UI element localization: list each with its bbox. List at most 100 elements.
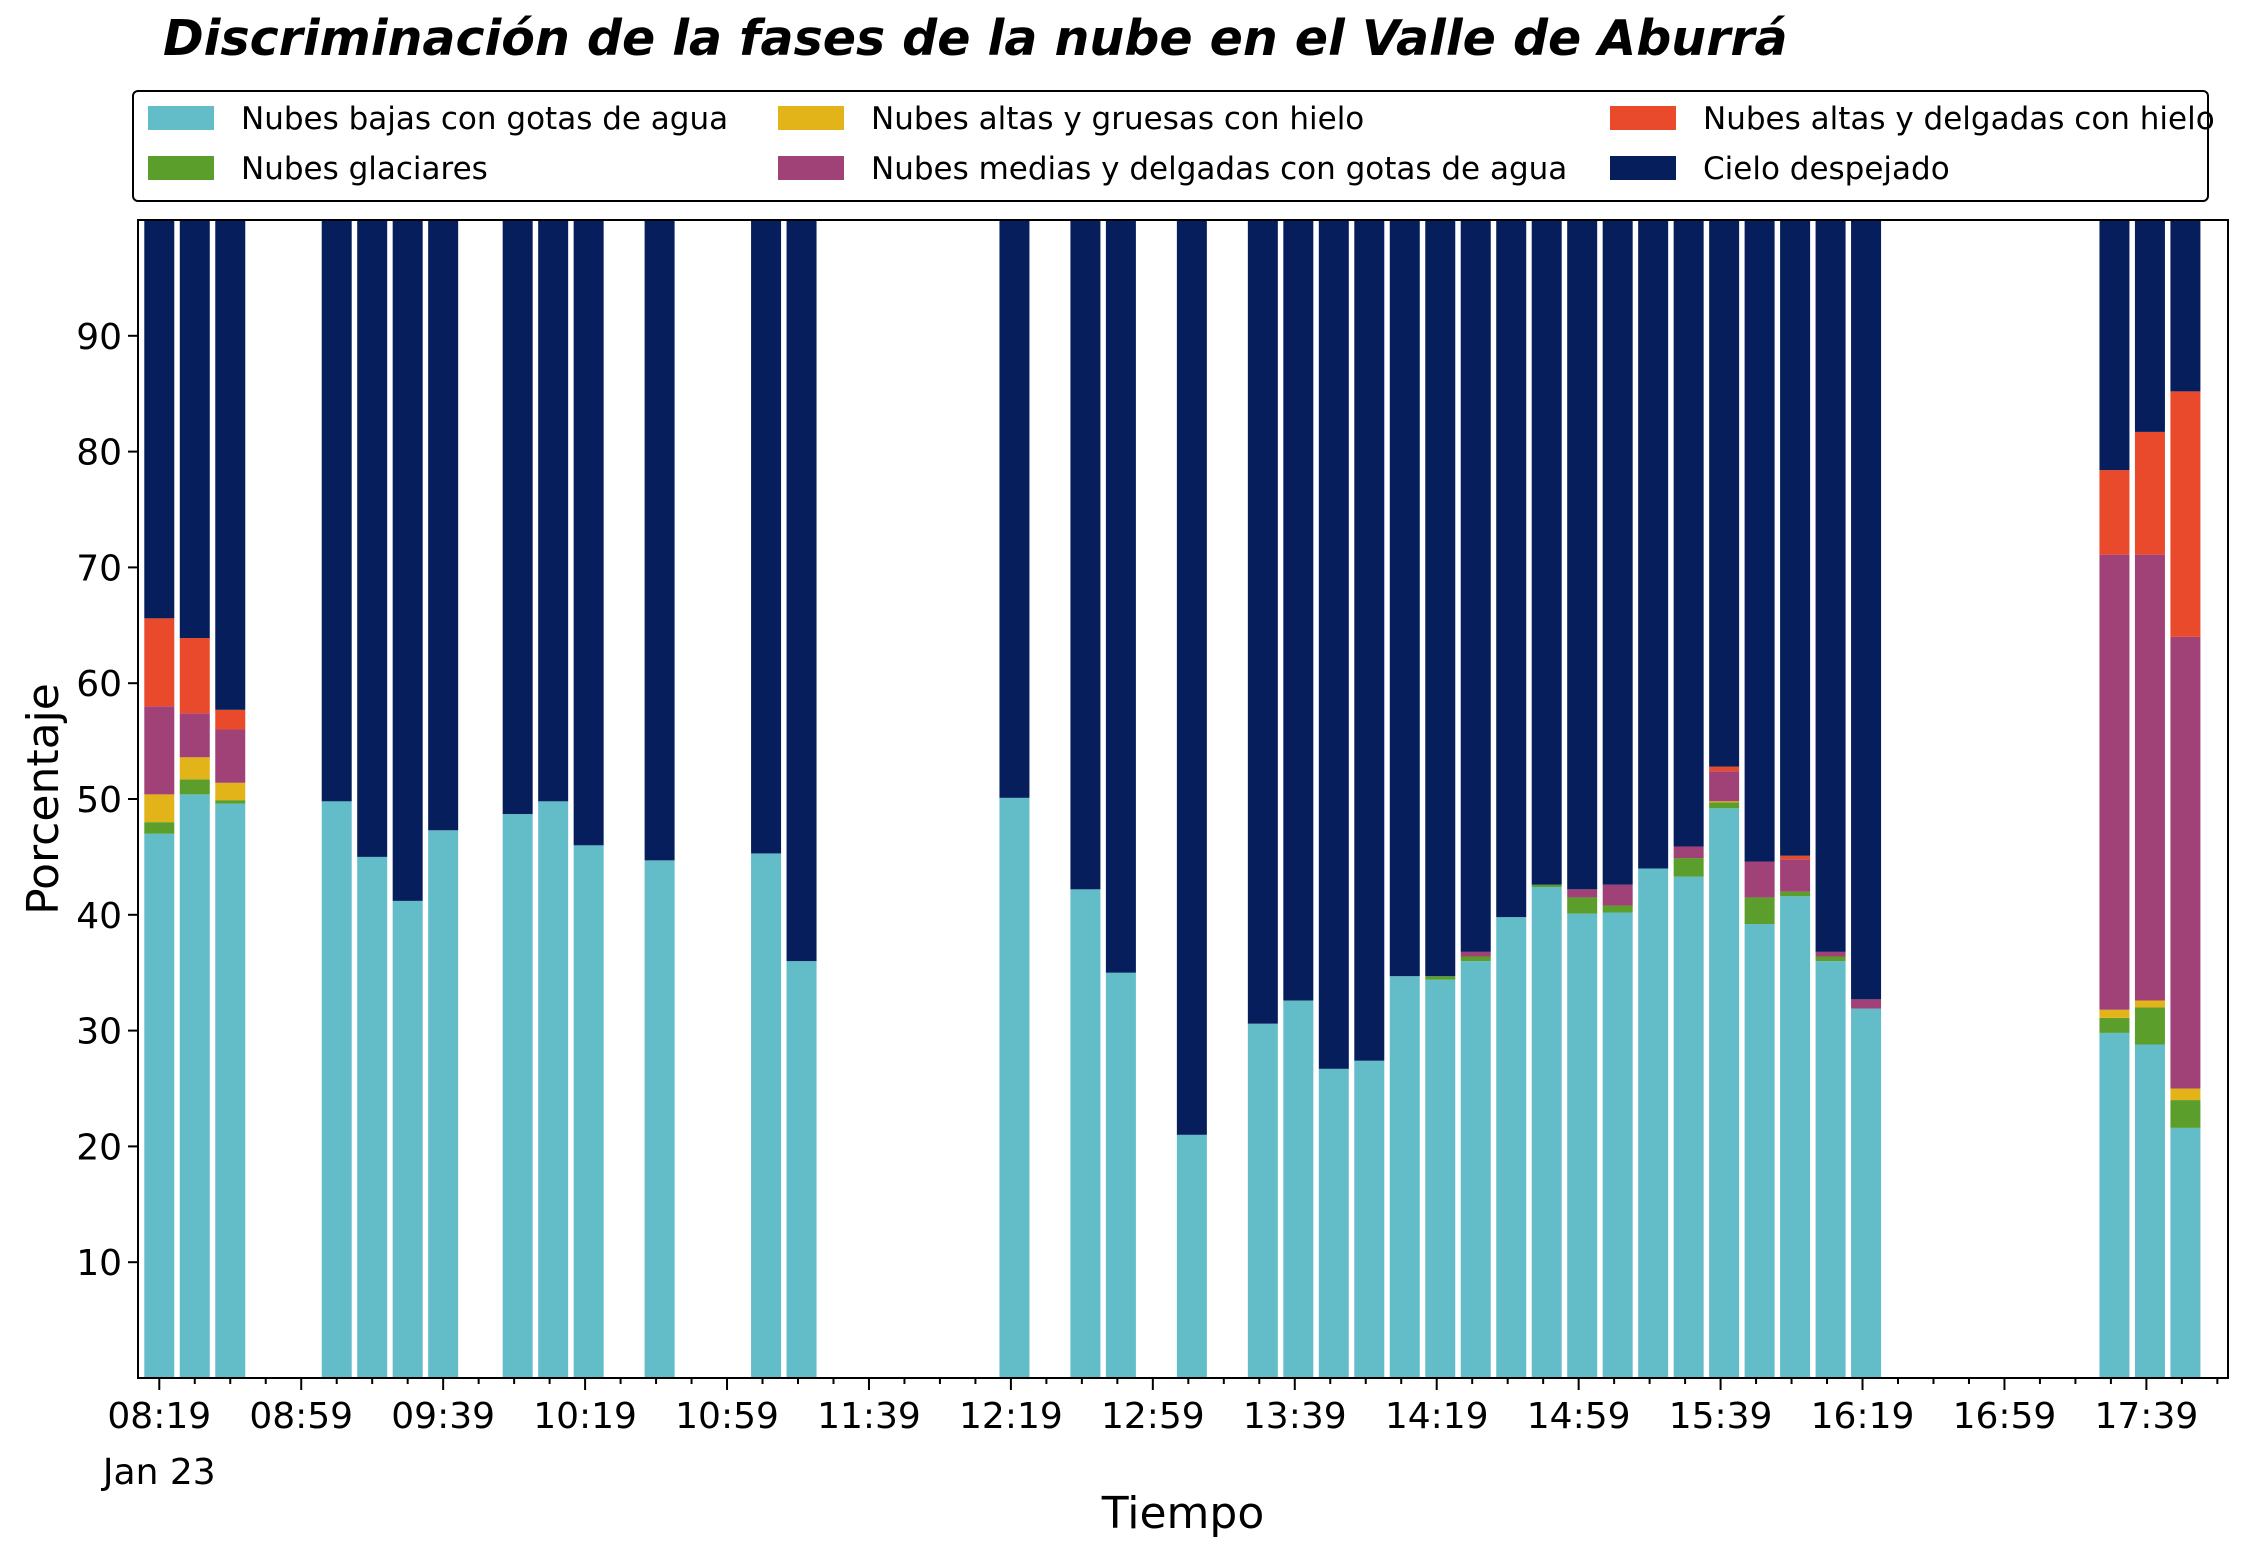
x-tick-label-10: 14:59	[1527, 1396, 1631, 1437]
bar-segment-19-5	[1318, 220, 1349, 1069]
x-tick-label-6: 12:19	[959, 1396, 1063, 1437]
bar-segment-0-3	[144, 706, 175, 795]
legend-swatch-5	[1610, 156, 1676, 180]
bar-segment-22-0	[1425, 979, 1456, 1378]
bar-segment-37-1	[2170, 1100, 2201, 1128]
bar-segment-31-3	[1744, 861, 1775, 898]
y-tick-label-60: 60	[76, 664, 122, 705]
x-tick-label-0: 08:19	[107, 1396, 211, 1437]
bar-segment-1-3	[179, 713, 210, 758]
bar-segment-32-5	[1780, 220, 1811, 856]
bar-segment-26-3	[1567, 889, 1598, 898]
bar-segment-25-1	[1531, 884, 1562, 888]
bar-segment-0-0	[144, 833, 175, 1378]
bar-segment-18-5	[1283, 220, 1314, 1001]
bar-segment-2-1	[215, 800, 246, 804]
bar-segment-30-2	[1709, 801, 1740, 803]
x-tick-label-14: 17:39	[2095, 1396, 2199, 1437]
x-axis-label: Tiempo	[1101, 1488, 1265, 1539]
bar-segment-28-0	[1638, 868, 1669, 1378]
bar-segment-33-0	[1815, 961, 1846, 1378]
bar-segment-12-0	[786, 961, 817, 1378]
x-tick-label-13: 16:59	[1953, 1396, 2057, 1437]
bar-segment-32-1	[1780, 891, 1811, 897]
x-tick-label-5: 11:39	[817, 1396, 921, 1437]
x-tick-label-11: 15:39	[1669, 1396, 1773, 1437]
bar-segment-1-0	[179, 794, 210, 1378]
bar-segment-20-0	[1354, 1060, 1385, 1378]
bar-segment-27-3	[1602, 884, 1633, 906]
y-tick-label-50: 50	[76, 780, 122, 821]
x-tick-label-1: 08:59	[249, 1396, 353, 1437]
bar-segment-0-4	[144, 618, 175, 707]
bar-segment-33-3	[1815, 951, 1846, 957]
bar-segment-4-0	[357, 856, 388, 1378]
bar-segment-23-5	[1460, 220, 1491, 952]
bar-segment-37-4	[2170, 391, 2201, 637]
bar-segment-1-2	[179, 757, 210, 780]
bars	[144, 220, 2201, 1378]
bar-segment-24-5	[1496, 220, 1527, 918]
bar-segment-6-0	[428, 830, 459, 1378]
bar-segment-22-5	[1425, 220, 1456, 977]
bar-segment-26-5	[1567, 220, 1598, 890]
bar-segment-1-1	[179, 779, 210, 795]
bar-segment-21-0	[1389, 976, 1420, 1378]
bar-segment-12-5	[786, 220, 817, 962]
bar-segment-19-0	[1318, 1068, 1349, 1378]
bar-segment-36-5	[2134, 220, 2165, 432]
bar-segment-24-0	[1496, 917, 1527, 1378]
bar-segment-16-0	[1176, 1134, 1207, 1378]
bar-segment-17-5	[1247, 220, 1278, 1024]
bar-segment-36-1	[2134, 1007, 2165, 1045]
y-tick-label-70: 70	[76, 548, 122, 589]
bar-segment-15-0	[1105, 972, 1136, 1378]
bar-segment-34-0	[1851, 1008, 1882, 1378]
bar-segment-23-3	[1460, 951, 1491, 957]
bar-segment-5-0	[392, 900, 423, 1378]
bar-segment-21-5	[1389, 220, 1420, 977]
y-axis-label: Porcentaje	[18, 683, 69, 915]
bar-segment-9-0	[573, 845, 604, 1378]
bar-segment-11-5	[751, 220, 782, 854]
bar-segment-35-5	[2099, 220, 2130, 471]
bar-segment-8-0	[538, 801, 569, 1378]
legend-label-3: Nubes medias y delgadas con gotas de agu…	[871, 151, 1567, 187]
bar-segment-1-4	[179, 638, 210, 714]
bar-segment-35-2	[2099, 1009, 2130, 1018]
bar-segment-0-2	[144, 794, 175, 823]
bar-segment-35-0	[2099, 1032, 2130, 1378]
x-tick-label-4: 10:59	[675, 1396, 779, 1437]
bar-segment-27-5	[1602, 220, 1633, 885]
bar-segment-8-5	[538, 220, 569, 802]
bar-segment-36-4	[2134, 431, 2165, 555]
legend-swatch-1	[148, 156, 214, 180]
legend-swatch-4	[1610, 106, 1676, 130]
chart-title: Discriminación de la fases de la nube en…	[163, 10, 1788, 67]
x-axis: 08:19 08:59 09:39 10:19 10:59 11:39 12:19 12:59…	[101, 1378, 2219, 1493]
x-tick-label-9: 14:19	[1385, 1396, 1489, 1437]
y-tick-label-80: 80	[76, 433, 122, 474]
bar-segment-31-1	[1744, 897, 1775, 925]
bar-segment-2-4	[215, 709, 246, 730]
bar-segment-29-1	[1673, 858, 1704, 877]
bar-segment-18-0	[1283, 1000, 1314, 1378]
bar-segment-1-5	[179, 220, 210, 639]
bar-segment-2-5	[215, 220, 246, 710]
bar-segment-2-3	[215, 729, 246, 783]
bar-segment-0-1	[144, 822, 175, 834]
bar-segment-30-3	[1709, 771, 1740, 802]
legend-swatch-0	[148, 106, 214, 130]
bar-segment-36-2	[2134, 1000, 2165, 1008]
bar-segment-37-3	[2170, 636, 2201, 1089]
bar-segment-14-0	[1070, 889, 1101, 1378]
bar-segment-32-0	[1780, 896, 1811, 1378]
bar-segment-25-0	[1531, 887, 1562, 1378]
bar-segment-7-0	[502, 814, 533, 1378]
bar-segment-29-0	[1673, 876, 1704, 1378]
bar-segment-33-5	[1815, 220, 1846, 952]
y-tick-label-90: 90	[76, 317, 122, 358]
bar-segment-23-1	[1460, 956, 1491, 962]
bar-segment-27-0	[1602, 912, 1633, 1378]
bar-segment-34-3	[1851, 999, 1882, 1009]
